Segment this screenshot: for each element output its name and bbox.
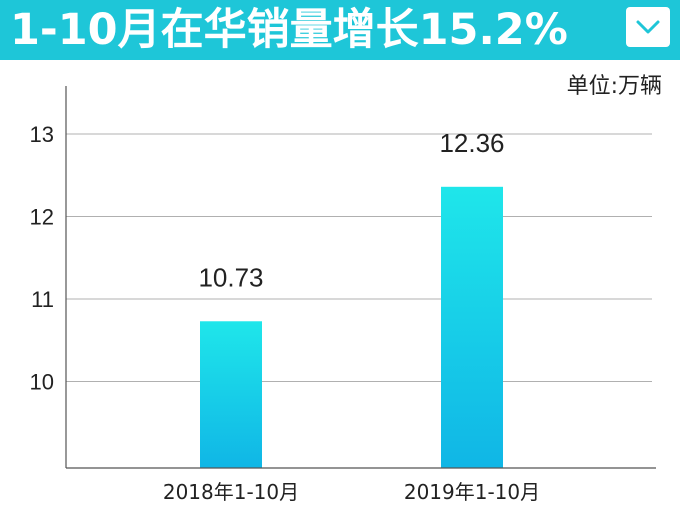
title-bar: 1-10月在华销量增长15.2% — [0, 0, 680, 60]
dropdown-button[interactable] — [626, 7, 670, 47]
grid-lines — [66, 133, 652, 382]
axes — [65, 86, 656, 469]
y-tick-label-13: 13 — [30, 122, 54, 147]
data-label-2: 12.36 — [439, 128, 504, 158]
x-category-label-1: 2018年1-10月 — [163, 480, 299, 504]
y-tick-label-10: 10 — [30, 370, 54, 395]
data-label-1: 10.73 — [198, 262, 263, 292]
page-title: 1-10月在华销量增长15.2% — [10, 5, 568, 55]
labels: 10 11 12 13 10.73 2018年1-10月 12.36 2019年1-10月 — [30, 122, 541, 504]
bar-1 — [200, 321, 262, 468]
y-tick-label-12: 12 — [30, 205, 54, 230]
bar-2 — [441, 186, 503, 469]
y-tick-label-11: 11 — [31, 287, 54, 312]
unit-label: 单位:万辆 — [566, 74, 662, 99]
x-category-label-2: 2019年1-10月 — [404, 480, 540, 504]
chevron-down-icon — [636, 20, 660, 34]
bars — [200, 186, 503, 469]
